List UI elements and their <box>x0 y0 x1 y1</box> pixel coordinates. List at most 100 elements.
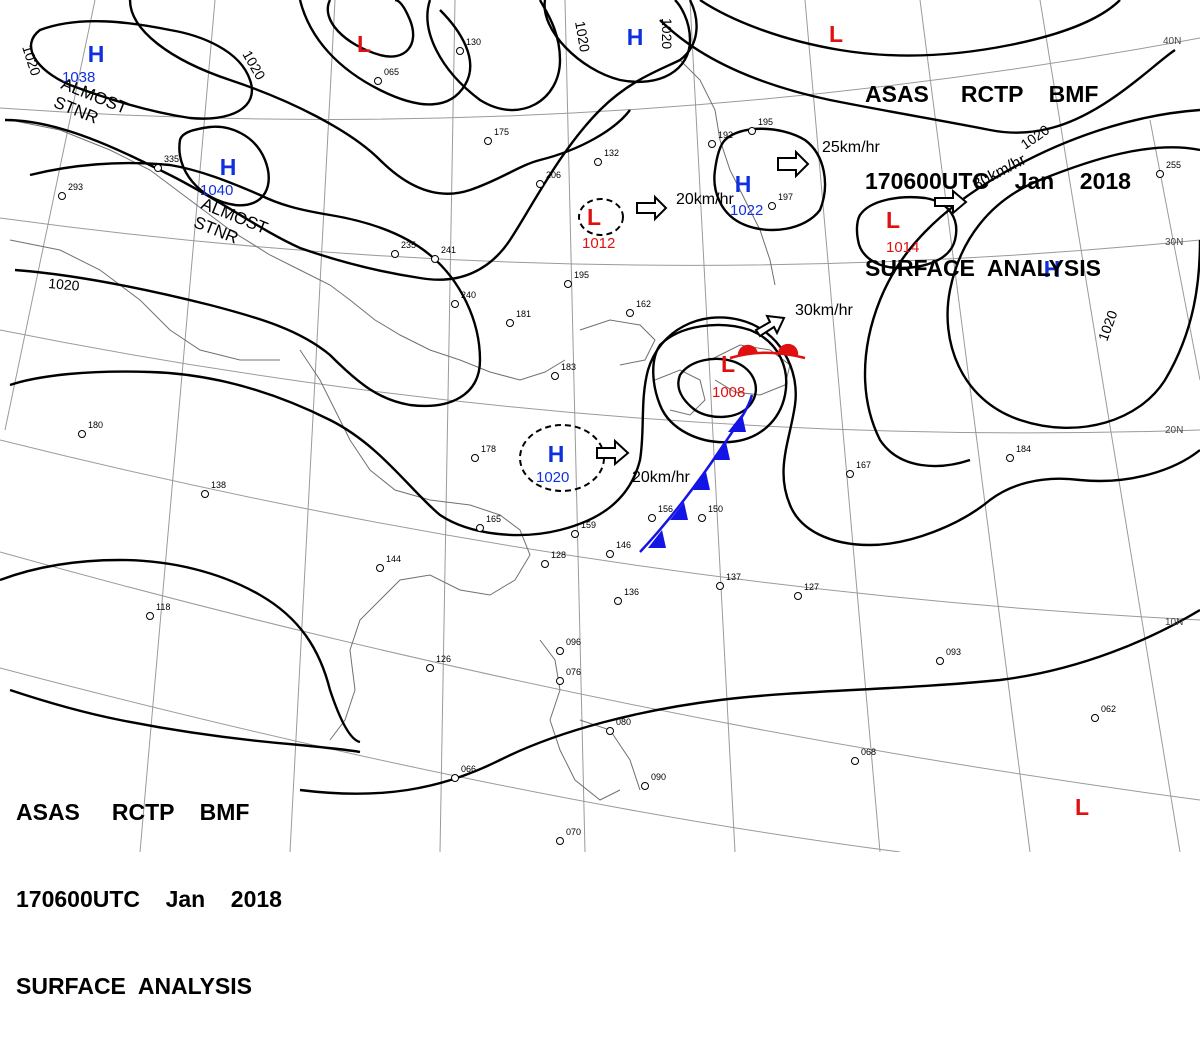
station-value: 183 <box>561 362 576 372</box>
station-value: 127 <box>804 582 819 592</box>
station-value: 137 <box>726 572 741 582</box>
movement-speed: 25km/hr <box>822 139 880 156</box>
station-plot: 175 <box>484 127 509 145</box>
station-plot: 096 <box>556 637 581 655</box>
low-center: L <box>829 21 843 47</box>
header-line2: 170600UTC Jan 2018 <box>16 886 282 912</box>
latitude-label: 10N <box>1165 617 1183 628</box>
high-center: H <box>627 24 644 50</box>
station-plot: 138 <box>201 480 226 498</box>
header-bottom: ASAS RCTP BMF 170600UTC Jan 2018 SURFACE… <box>16 740 282 1059</box>
center-pressure-value: 1022 <box>730 202 763 219</box>
station-plot: 144 <box>376 554 401 572</box>
station-value: 159 <box>581 520 596 530</box>
station-plot: 197 <box>768 192 793 210</box>
low-center: L <box>1075 794 1089 820</box>
station-plot: 241 <box>431 245 456 263</box>
station-value: 181 <box>516 309 531 319</box>
station-value: 138 <box>211 480 226 490</box>
station-value: 156 <box>658 504 673 514</box>
latitude-labels: 40N 30N 20N 10N <box>1163 36 1183 628</box>
station-marker <box>556 677 564 685</box>
station-marker <box>431 255 439 263</box>
station-plot: 070 <box>556 827 581 845</box>
header-line3: SURFACE ANALYSIS <box>16 973 253 999</box>
high-symbol: H <box>548 441 565 467</box>
station-plot: 167 <box>846 460 871 478</box>
station-plot: 235 <box>391 240 416 258</box>
header-line1: ASAS RCTP BMF <box>865 81 1099 107</box>
high-symbol: H <box>1044 256 1061 282</box>
header-line3: SURFACE ANALYSIS <box>865 255 1102 281</box>
station-value: 096 <box>566 637 581 647</box>
station-plot: 146 <box>606 540 631 558</box>
station-value: 146 <box>616 540 631 550</box>
station-marker <box>78 430 86 438</box>
station-marker <box>426 664 434 672</box>
station-plot: 178 <box>471 444 496 462</box>
station-plot: 195 <box>564 270 589 288</box>
station-value: 065 <box>384 67 399 77</box>
station-marker <box>541 560 549 568</box>
station-marker <box>851 757 859 765</box>
low-center: L 1008 <box>712 351 745 401</box>
high-symbol: H <box>88 41 105 67</box>
station-value: 068 <box>861 747 876 757</box>
station-plot: 195 <box>748 117 773 135</box>
station-value: 090 <box>651 772 666 782</box>
station-plot: 062 <box>1091 704 1116 722</box>
station-marker <box>606 727 614 735</box>
station-marker <box>698 514 706 522</box>
station-plot: 240 <box>451 290 476 308</box>
station-plot: 136 <box>614 587 639 605</box>
station-value: 195 <box>574 270 589 280</box>
high-center: H 1020 <box>536 441 569 486</box>
station-plot: 183 <box>551 362 576 380</box>
station-plot: 065 <box>374 67 399 85</box>
station-marker <box>201 490 209 498</box>
station-value: 241 <box>441 245 456 255</box>
station-marker <box>556 647 564 655</box>
station-marker <box>936 657 944 665</box>
high-symbol: H <box>627 24 644 50</box>
station-value: 197 <box>778 192 793 202</box>
station-plot: 090 <box>641 772 666 790</box>
station-value: 167 <box>856 460 871 470</box>
header-line2: 170600UTC Jan 2018 <box>865 168 1131 194</box>
station-marker <box>641 782 649 790</box>
station-value: 175 <box>494 127 509 137</box>
station-marker <box>614 597 622 605</box>
station-plot: 150 <box>698 504 723 522</box>
low-symbol: L <box>886 207 900 233</box>
warm-front <box>729 343 806 360</box>
station-value: 240 <box>461 290 476 300</box>
center-pressure-value: 1014 <box>886 239 919 256</box>
station-value: 093 <box>946 647 961 657</box>
station-marker <box>564 280 572 288</box>
center-pressure-value: 1008 <box>712 384 745 401</box>
station-plot: 093 <box>936 647 961 665</box>
station-marker <box>376 564 384 572</box>
high-center: H 1040 <box>200 154 236 199</box>
movement-speed: 20km/hr <box>632 469 690 486</box>
station-plot: 118 <box>146 602 170 620</box>
low-symbol: L <box>357 31 371 57</box>
station-plot: 184 <box>1006 444 1031 462</box>
station-plot: 255 <box>1156 160 1181 178</box>
station-plots: 130 065 175 132 206 192 195 197 255 335 293 235 241 2… <box>58 37 1181 845</box>
station-plot: 137 <box>716 572 741 590</box>
station-marker <box>374 77 382 85</box>
high-symbol: H <box>735 171 752 197</box>
center-pressure-value: 1040 <box>200 182 233 199</box>
station-value: 335 <box>164 154 179 164</box>
station-marker <box>846 470 854 478</box>
station-plot: 128 <box>541 550 566 568</box>
station-value: 195 <box>758 117 773 127</box>
station-value: 255 <box>1166 160 1181 170</box>
header-top: ASAS RCTP BMF 170600UTC Jan 2018 SURFACE… <box>865 22 1131 341</box>
low-symbol: L <box>829 21 843 47</box>
station-plot: 068 <box>851 747 876 765</box>
station-value: 066 <box>461 764 476 774</box>
station-marker <box>471 454 479 462</box>
